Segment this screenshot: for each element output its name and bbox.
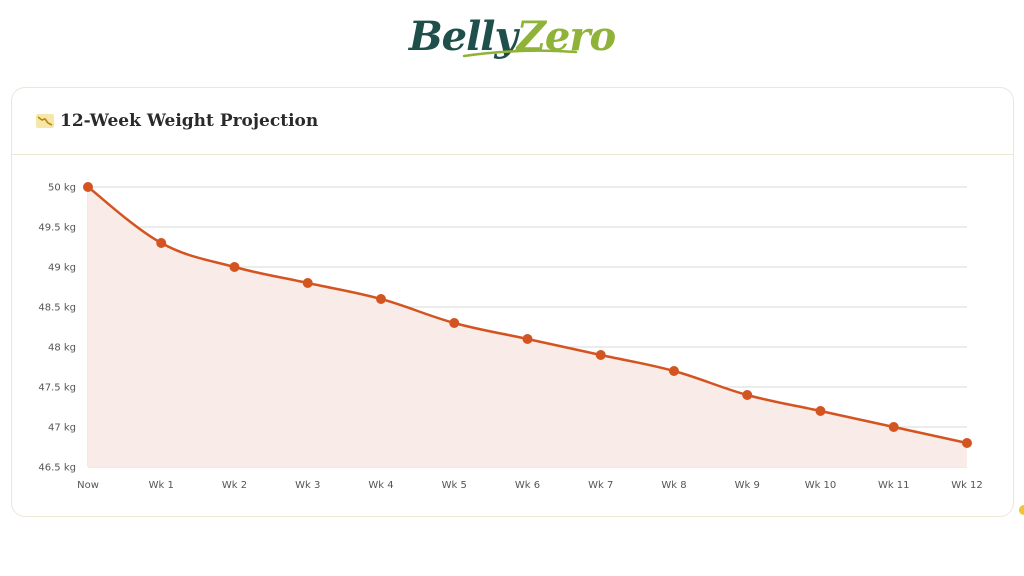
y-tick-label: 47 kg (48, 423, 76, 434)
y-tick-label: 49.5 kg (38, 223, 76, 234)
card-title: 12-Week Weight Projection (60, 111, 319, 131)
y-tick-label: 48 kg (48, 343, 76, 354)
x-tick-label: Wk 9 (735, 480, 760, 491)
x-tick-label: Wk 12 (951, 480, 983, 491)
area-fill (88, 187, 967, 467)
card-header: 12-Week Weight Projection (12, 88, 1013, 155)
x-tick-label: Wk 2 (222, 480, 247, 491)
y-tick-label: 49 kg (48, 263, 76, 274)
y-tick-label: 48.5 kg (38, 303, 76, 314)
x-tick-label: Wk 10 (805, 480, 837, 491)
x-tick-label: Now (77, 480, 99, 491)
x-tick-label: Wk 1 (149, 480, 174, 491)
data-point-wk-8[interactable] (669, 366, 679, 376)
x-tick-label: Wk 8 (661, 480, 686, 491)
data-point-wk-10[interactable] (815, 406, 826, 416)
x-tick-label: Wk 4 (368, 480, 393, 491)
data-point-wk-4[interactable] (376, 294, 386, 304)
brand-logo-text: BellyZero (409, 6, 616, 68)
x-tick-label: Wk 7 (588, 480, 613, 491)
data-point-wk-6[interactable] (522, 334, 533, 344)
y-tick-label: 50 kg (48, 183, 76, 194)
y-tick-label: 46.5 kg (38, 463, 76, 474)
x-axis-ticks: Now Wk 1 Wk 2 Wk 3 Wk 4 Wk 5 Wk 6 Wk 7 Wk 8 Wk 9 W… (77, 480, 983, 491)
floating-indicator (1019, 505, 1024, 515)
data-point-wk-1[interactable] (156, 238, 167, 248)
x-tick-label: Wk 6 (515, 480, 540, 491)
data-point-wk-5[interactable] (449, 318, 460, 328)
data-point-wk-3[interactable] (302, 278, 313, 288)
data-point-wk-11[interactable] (888, 422, 899, 432)
x-tick-label: Wk 11 (878, 480, 910, 491)
data-point-wk-12[interactable] (962, 438, 972, 448)
data-points (83, 182, 972, 448)
data-point-wk-2[interactable] (229, 262, 240, 272)
x-tick-label: Wk 5 (442, 480, 467, 491)
data-point-wk-7[interactable] (595, 350, 606, 360)
data-point-wk-9[interactable] (742, 390, 753, 400)
x-tick-label: Wk 3 (295, 480, 320, 491)
chart-decreasing-icon (36, 114, 54, 128)
data-point-now[interactable] (83, 182, 93, 192)
brand-logo: BellyZero (0, 6, 1024, 72)
y-axis-ticks: 46.5 kg 47 kg 47.5 kg 48 kg 48.5 kg 49 kg 49.5… (38, 183, 76, 474)
logo-swoosh-icon (462, 49, 578, 58)
y-tick-label: 47.5 kg (38, 383, 76, 394)
